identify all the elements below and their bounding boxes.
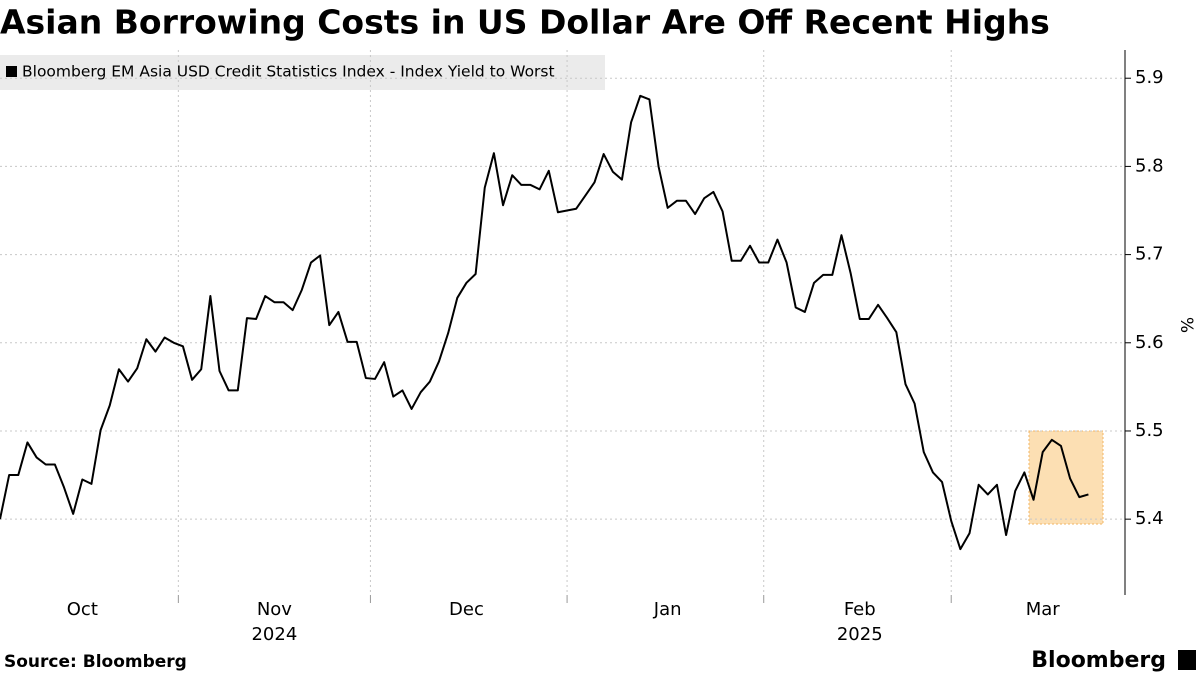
y-tick-label: 5.6 xyxy=(1135,332,1164,353)
x-group-label: 2025 xyxy=(837,624,883,645)
brand: Bloomberg xyxy=(1031,648,1166,673)
line xyxy=(0,94,1089,551)
highlight-box xyxy=(1028,430,1104,525)
y-axis-label: % xyxy=(1176,317,1196,333)
legend-swatch xyxy=(6,66,17,77)
source: Source: Bloomberg xyxy=(4,652,187,672)
chart-title: Asian Borrowing Costs in US Dollar Are O… xyxy=(0,3,1050,42)
x-tick-label: Nov xyxy=(257,599,292,620)
brand-icon xyxy=(1178,650,1196,670)
y-tick-label: 5.7 xyxy=(1135,244,1164,265)
y-tick-label: 5.5 xyxy=(1135,420,1164,441)
x-tick-label: Mar xyxy=(1026,599,1061,620)
y-tick-label: 5.8 xyxy=(1135,155,1164,176)
x-tick-label: Dec xyxy=(449,599,484,620)
x-tick-label: Feb xyxy=(844,599,876,620)
legend-box xyxy=(0,55,605,90)
legend-label: Bloomberg EM Asia USD Credit Statistics … xyxy=(22,63,555,81)
y-tick-label: 5.4 xyxy=(1135,508,1164,529)
y-tick-label: 5.9 xyxy=(1135,67,1164,88)
x-tick-label: Oct xyxy=(67,599,98,620)
x-tick-label: Jan xyxy=(653,599,682,620)
x-group-label: 2024 xyxy=(251,624,297,645)
